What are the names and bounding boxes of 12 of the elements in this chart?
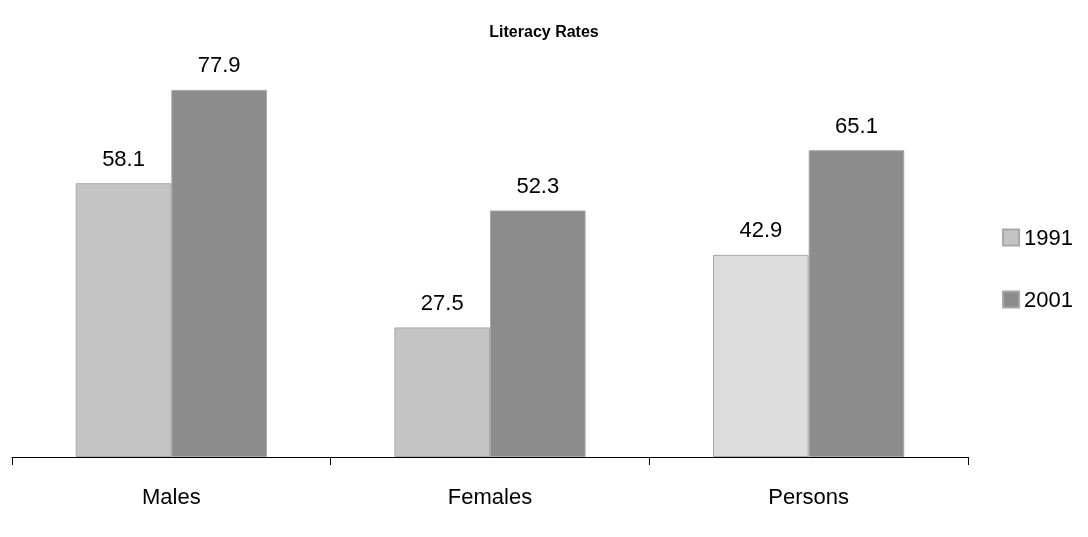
data-label: 42.9 [739, 217, 783, 243]
legend-label: 2001 [1024, 287, 1074, 312]
data-label: 27.5 [420, 289, 464, 315]
legend-label: 1991 [1024, 225, 1074, 250]
data-label: 58.1 [102, 145, 145, 171]
chart-title: Literacy Rates [489, 22, 599, 40]
x-tick-label: Females [447, 483, 533, 509]
x-tick-label: Males [141, 483, 201, 509]
data-label: 77.9 [197, 52, 241, 78]
data-label: 52.3 [516, 173, 560, 199]
data-label: 65.1 [835, 112, 878, 138]
x-tick-label: Persons [768, 483, 850, 509]
